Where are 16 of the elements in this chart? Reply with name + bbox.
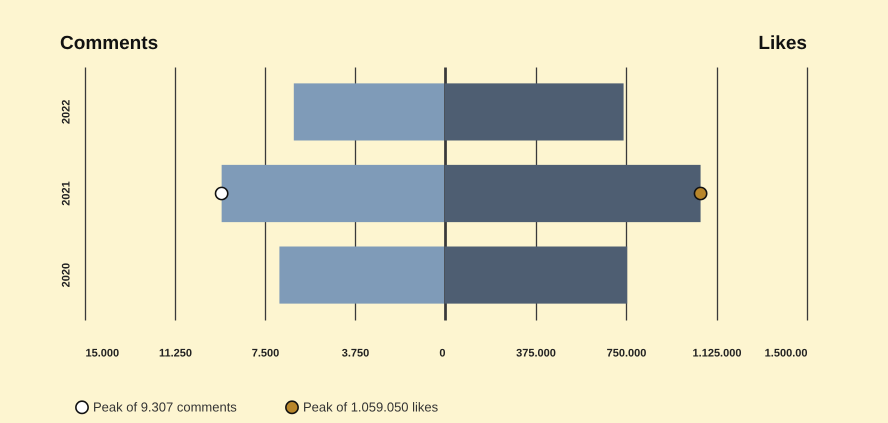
x-tick-label: 3.750 (342, 348, 370, 360)
x-tick-label: 750.000 (606, 348, 646, 360)
chart-title: Likes (758, 33, 807, 54)
legend-label: Peak of 9.307 comments (93, 399, 238, 414)
x-tick-label: 1.500.00 (764, 348, 808, 360)
x-tick-label: 1.125.000 (692, 348, 742, 360)
y-tick-label: 2022 (60, 100, 72, 124)
chart-title: Comments (60, 33, 158, 54)
y-tick-label: 2020 (60, 262, 72, 288)
x-tick-label: 375.000 (516, 348, 556, 360)
x-tick-label: 7.500 (252, 348, 280, 360)
x-tick-label: 15.000 (86, 348, 120, 360)
x-tick-label: 11.250 (158, 348, 192, 360)
x-tick-label: 0 (439, 348, 446, 360)
legend-label: Peak of 1.059.050 likes (303, 399, 439, 414)
y-tick-label: 2021 (60, 181, 72, 206)
